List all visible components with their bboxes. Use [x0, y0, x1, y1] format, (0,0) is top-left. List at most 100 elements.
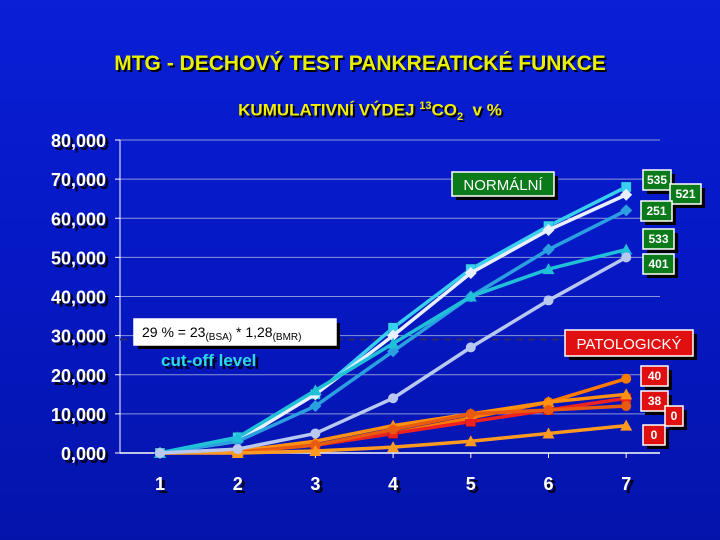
box-background [564, 329, 694, 357]
x-tick-label: 3 [310, 474, 320, 494]
formula-subscript: (BMR) [273, 332, 302, 343]
box-background [640, 390, 669, 412]
series-end-label: 535 [642, 169, 675, 194]
data-point [232, 444, 243, 455]
box-background [669, 183, 702, 205]
series-end-label: 401 [642, 253, 678, 278]
series-end-label: 251 [640, 200, 676, 225]
normal-group-label-text: NORMÁLNÍ [463, 177, 543, 194]
box-background [664, 405, 684, 427]
data-point [621, 373, 632, 384]
cutoff-level-label: cut-off level [161, 351, 256, 370]
pathologic-group-label: PATOLOGICKÝ [564, 329, 697, 360]
data-point [542, 396, 555, 408]
box-background [640, 365, 669, 387]
subtitle-isotope: 13 [419, 100, 432, 112]
y-tick-label: 50,000 [51, 248, 106, 268]
series-end-label: 0 [642, 424, 669, 449]
series-end-label-text: 535 [647, 173, 667, 187]
slide-title: MTG - DECHOVÝ TEST PANKREATICKÉ FUNKCE [114, 52, 606, 75]
subtitle-unit: v % [463, 100, 502, 120]
data-point [620, 204, 633, 217]
data-point [465, 342, 476, 353]
box-background [642, 424, 666, 446]
box-background [642, 169, 672, 191]
x-tick-label: 5 [466, 474, 476, 494]
data-point [464, 267, 477, 280]
data-point [231, 431, 244, 443]
label-layer: 535 521 251 533 401 40 38 00 NORMÁLNÍ PATOLOGICKÝ… [133, 169, 705, 449]
normal-group-label: NORMÁLNÍ [451, 171, 558, 200]
series-end-label: 533 [642, 228, 678, 253]
box-background [642, 228, 675, 250]
data-point [309, 400, 322, 413]
data-point [387, 329, 400, 342]
y-tick-label: 80,000 [51, 131, 106, 151]
series-end-label-text: 533 [648, 232, 668, 246]
x-tick-label: 2 [233, 474, 243, 494]
data-point [387, 441, 400, 453]
y-tick-label: 0,000 [61, 444, 106, 464]
data-point [620, 243, 633, 255]
data-point [464, 290, 477, 302]
y-tick-label: 20,000 [51, 366, 106, 386]
series-end-label: 521 [669, 183, 705, 208]
data-point [543, 295, 554, 306]
series-end-label-text: 521 [675, 187, 695, 201]
box-background [451, 171, 555, 197]
series-end-label-text: 40 [648, 369, 662, 383]
formula-part: * 1,28 [232, 324, 273, 340]
data-point [620, 188, 633, 201]
cutoff-formula-box: 29 % = 23(BSA) * 1,28(BMR) [133, 318, 340, 349]
x-tick-label: 6 [543, 474, 553, 494]
y-tick-label: 10,000 [51, 405, 106, 425]
formula-subscript: (BSA) [205, 332, 232, 343]
series-end-label-text: 0 [651, 428, 658, 442]
data-point [620, 388, 633, 400]
data-point [310, 428, 321, 439]
subtitle-main: KUMULATIVNÍ VÝDEJ [238, 100, 420, 120]
data-point [621, 252, 632, 263]
data-point [309, 384, 322, 396]
series-end-label-text: 38 [648, 394, 662, 408]
subtitle-molecule-sub: 2 [456, 111, 464, 124]
series-end-label-text: 251 [646, 204, 666, 218]
series-normal [155, 252, 632, 458]
grid-layer [120, 139, 660, 415]
data-point [309, 445, 322, 457]
box-background [133, 318, 337, 346]
data-point [464, 435, 477, 447]
series-end-label: 0 [664, 405, 687, 430]
subtitle-molecule: CO [431, 100, 457, 120]
cutoff-formula-text: 29 % = 23(BSA) * 1,28(BMR) [142, 324, 301, 343]
data-point [388, 424, 399, 435]
box-background [640, 200, 673, 222]
data-point [542, 243, 555, 256]
data-point [388, 393, 399, 404]
chart-subtitle: KUMULATIVNÍ VÝDEJ 13CO2 v % [0, 100, 720, 123]
data-point [542, 223, 555, 236]
series-layer [154, 181, 633, 459]
data-point [543, 404, 554, 415]
series-end-label-text: 401 [648, 257, 668, 271]
y-tick-label: 40,000 [51, 288, 106, 308]
data-point [387, 337, 400, 349]
data-point [542, 427, 555, 439]
y-tick-label: 70,000 [51, 170, 106, 190]
pathologic-group-label-text: PATOLOGICKÝ [576, 336, 681, 353]
formula-part: 29 % = 23 [142, 324, 206, 340]
series-end-label: 40 [640, 365, 672, 390]
x-tick-label: 7 [621, 474, 631, 494]
y-tick-label: 30,000 [51, 327, 106, 347]
y-tick-label: 60,000 [51, 209, 106, 229]
data-point [621, 401, 632, 412]
box-background [642, 253, 675, 275]
x-tick-label: 4 [388, 474, 398, 494]
series-end-label-text: 0 [671, 409, 678, 423]
axis-layer: 0,000 10,000 20,000 30,000 40,000 50,000 60,00… [51, 131, 660, 494]
x-tick-label: 1 [155, 474, 165, 494]
data-point [155, 448, 165, 458]
data-point [542, 263, 555, 275]
data-point [620, 419, 633, 431]
